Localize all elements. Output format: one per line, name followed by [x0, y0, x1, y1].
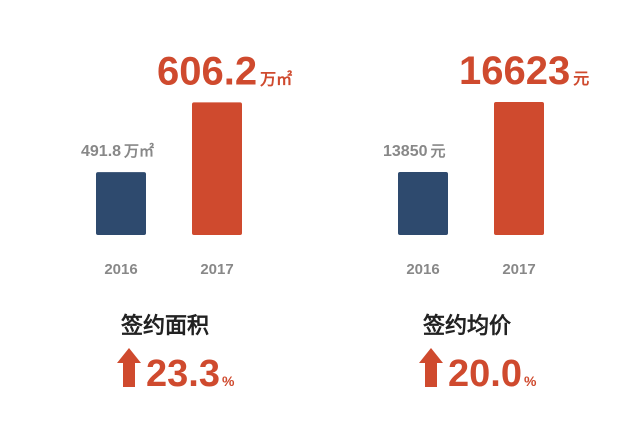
value-unit: 万㎡ [259, 69, 292, 88]
value-label: 606.2 万㎡ [157, 49, 292, 93]
x-tick-label: 2017 [200, 261, 233, 278]
x-tick-label: 2016 [406, 261, 439, 278]
change-value: 20.0 [448, 353, 522, 395]
change-value: 23.3 [146, 353, 220, 395]
value-number: 13850 [383, 143, 428, 160]
chart-title: 签约面积 [120, 313, 209, 338]
value-number: 16623 [459, 49, 570, 93]
bar [192, 102, 242, 236]
chart-title: 签约均价 [422, 313, 512, 338]
value-label: 16623 元 [459, 49, 589, 93]
bar [96, 172, 146, 235]
value-number: 606.2 [157, 49, 257, 93]
value-label: 13850 元 [383, 143, 446, 160]
value-unit: 元 [573, 71, 589, 88]
x-tick-label: 2017 [502, 261, 535, 278]
value-number: 491.8 [81, 143, 121, 160]
bar [398, 171, 448, 235]
up-arrow [117, 348, 141, 387]
change-label: 20.0% [448, 353, 537, 395]
change-unit: % [222, 373, 235, 389]
value-label: 491.8 万㎡ [81, 142, 154, 160]
bar [494, 101, 544, 236]
change-label: 23.3% [146, 353, 235, 395]
x-tick-label: 2016 [104, 261, 137, 278]
value-unit: 元 [431, 143, 446, 160]
change-unit: % [524, 373, 537, 389]
up-arrow [419, 348, 443, 387]
value-unit: 万㎡ [123, 142, 154, 160]
